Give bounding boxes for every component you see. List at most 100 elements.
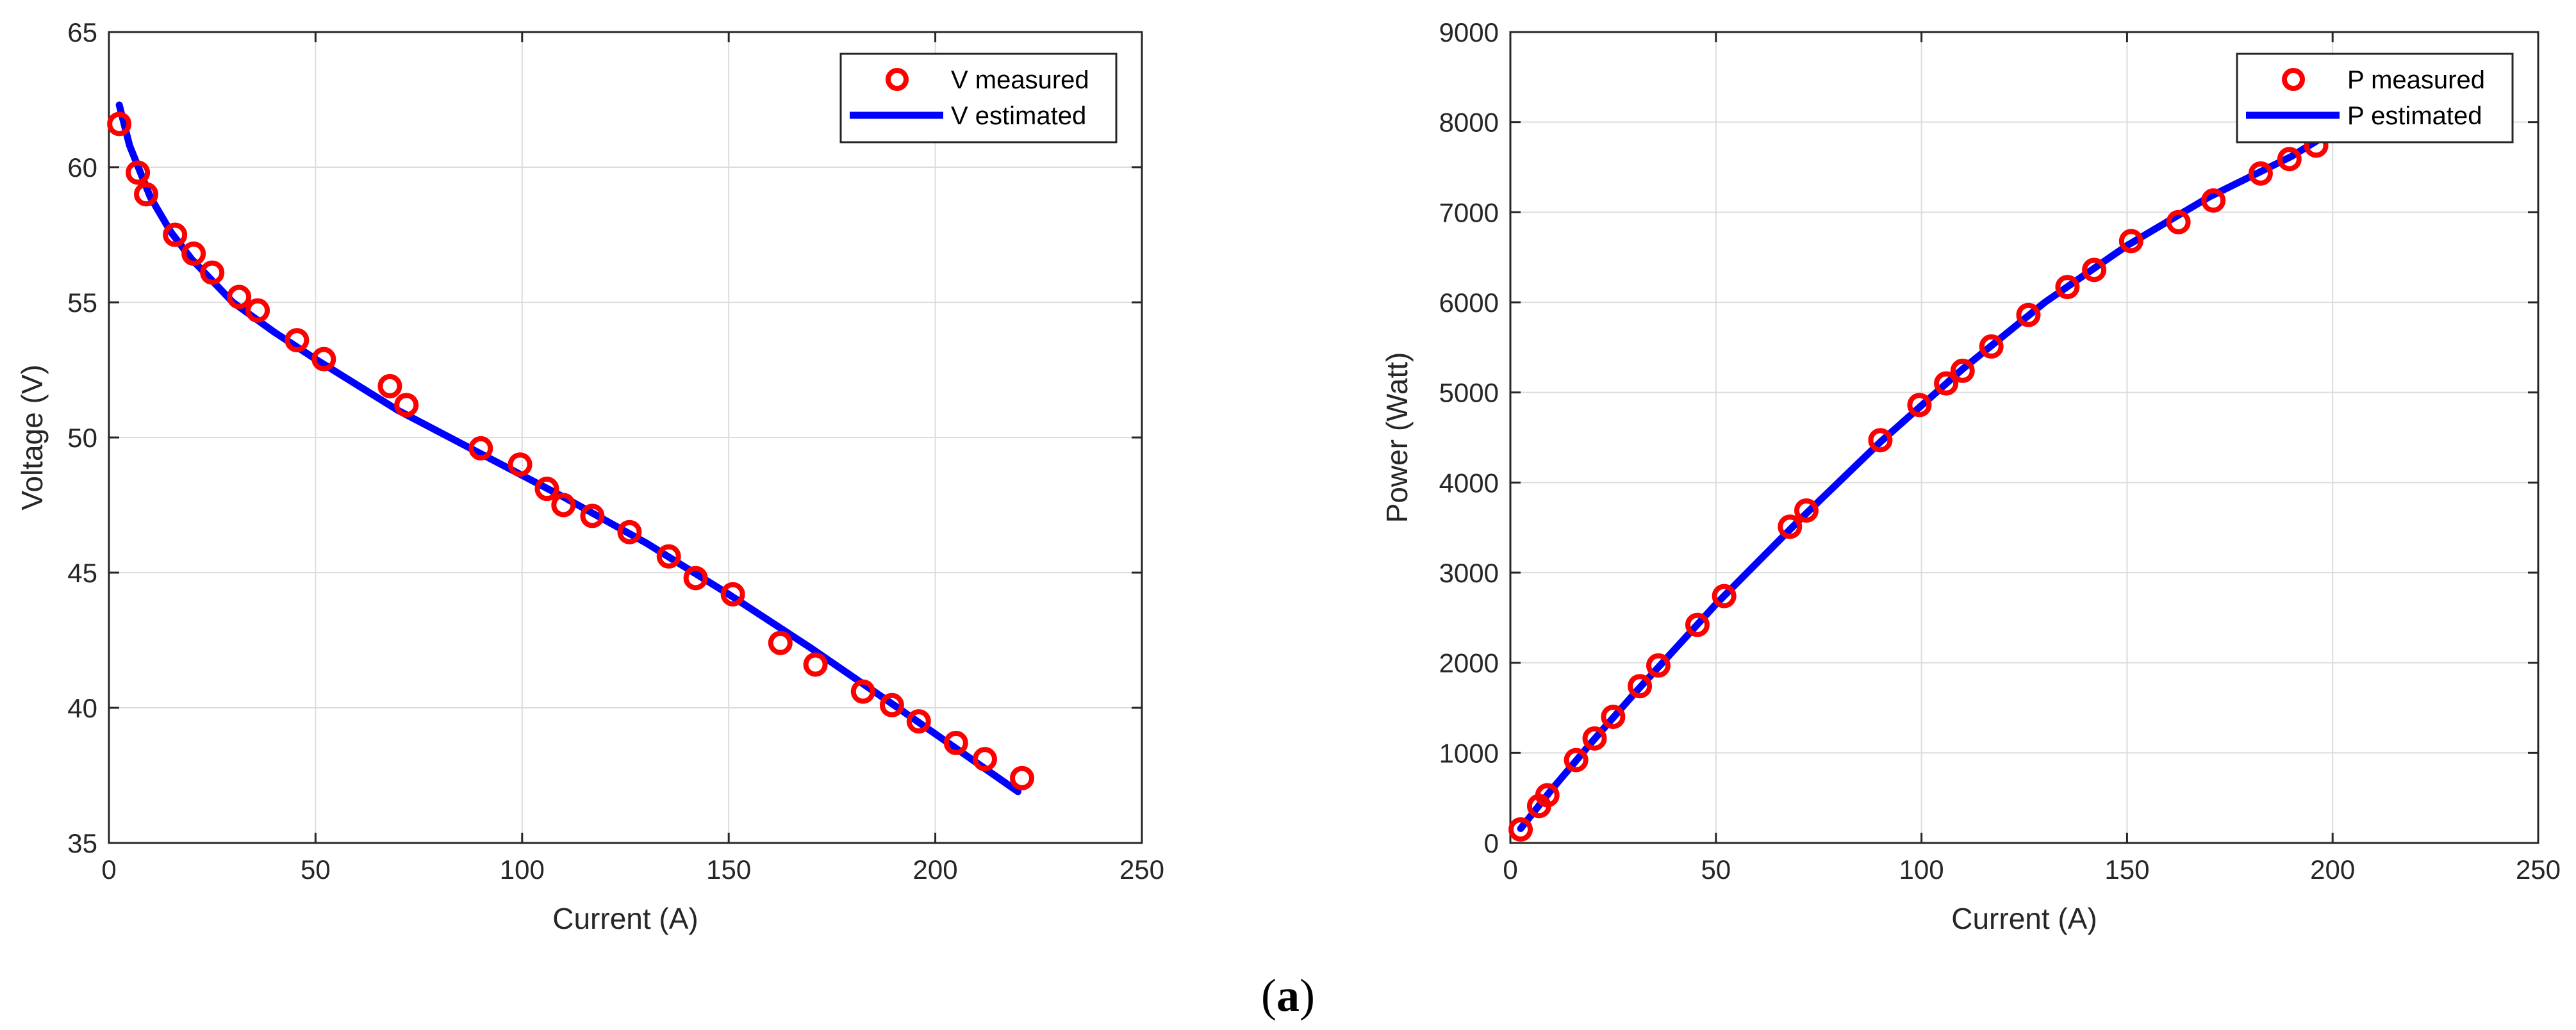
measured-point: [580, 503, 605, 528]
measured-point: [1868, 428, 1893, 453]
measured-point: [377, 373, 402, 398]
measured-point: [126, 160, 151, 185]
y-tick-label: 40: [67, 693, 97, 723]
measured-point: [1628, 674, 1653, 699]
measured-point: [1010, 765, 1035, 790]
measured-point: [2248, 161, 2273, 186]
caption-open-paren: (: [1261, 970, 1276, 1021]
y-tick-label: 3000: [1439, 558, 1499, 588]
axes-box: [1509, 31, 2539, 844]
legend-measured-marker: [2282, 68, 2305, 91]
y-tick-label: 45: [67, 558, 97, 588]
measured-point: [107, 111, 132, 136]
measured-point: [2118, 229, 2143, 254]
measured-point: [1794, 498, 1819, 523]
x-tick-label: 50: [301, 854, 331, 885]
measured-point: [163, 222, 188, 247]
measured-point: [1564, 748, 1589, 773]
voltage-current-chart: 0 50 100 150 200 250 35 40 45 50 55 60 65 Current (A)…: [15, 17, 1164, 935]
measured-point: [803, 652, 828, 677]
measured-point: [879, 692, 904, 717]
x-tick-label: 150: [2104, 854, 2149, 885]
measured-point: [850, 679, 875, 704]
x-tick-label: 200: [913, 854, 958, 885]
x-tick-label: 0: [1503, 854, 1517, 885]
y-tick-label: 9000: [1439, 17, 1499, 47]
x-axis-title: Current (A): [1951, 902, 2097, 935]
measured-point: [1934, 371, 1959, 396]
measured-point: [1582, 726, 1607, 751]
estimated-line: [1517, 127, 2336, 832]
measured-point: [181, 241, 206, 266]
measured-point: [134, 182, 159, 207]
measured-point: [2016, 302, 2041, 327]
measured-point: [311, 347, 336, 372]
measured-point: [972, 747, 997, 772]
y-tick-label: 55: [67, 288, 97, 318]
y-tick-label: 5000: [1439, 378, 1499, 408]
y-tick-label: 7000: [1439, 197, 1499, 227]
measured-point: [245, 298, 270, 323]
measured-point: [1685, 612, 1710, 637]
x-tick-label: 0: [101, 854, 116, 885]
x-tick-label: 50: [1701, 854, 1731, 885]
measured-point: [394, 393, 419, 418]
legend-measured-label: V measured: [951, 66, 1089, 94]
legend-estimated-label: V estimated: [951, 102, 1086, 130]
y-axis-title: Voltage (V): [15, 364, 49, 511]
measured-point: [508, 452, 533, 477]
x-tick-label: 100: [500, 854, 545, 885]
y-tick-label: 6000: [1439, 288, 1499, 318]
measured-point: [1778, 514, 1803, 539]
measured-point: [1712, 584, 1737, 609]
legend-box: [2236, 53, 2514, 143]
measured-point: [683, 566, 708, 591]
y-tick-label: 2000: [1439, 648, 1499, 678]
measured-point: [1535, 783, 1560, 808]
y-tick-label: 50: [67, 423, 97, 453]
measured-point: [200, 260, 225, 285]
measured-point: [1646, 653, 1671, 678]
measured-point: [2055, 275, 2080, 300]
y-tick-label: 8000: [1439, 108, 1499, 138]
y-tick-label: 4000: [1439, 468, 1499, 498]
y-tick-label: 1000: [1439, 738, 1499, 768]
measured-point: [768, 630, 793, 655]
figure-caption: (a): [1261, 970, 1315, 1021]
measured-point: [2082, 258, 2107, 282]
measured-point: [617, 519, 642, 544]
legend-box: [839, 53, 1118, 143]
x-tick-label: 100: [1899, 854, 1944, 885]
measured-point: [285, 328, 310, 353]
caption-close-paren: ): [1300, 970, 1315, 1021]
measured-point: [2277, 147, 2302, 172]
y-tick-label: 65: [67, 17, 97, 47]
measured-point: [1508, 817, 1533, 842]
measured-point: [2201, 188, 2226, 213]
plot-area: [1510, 32, 2538, 843]
caption-letter: a: [1276, 970, 1300, 1021]
measured-point: [227, 284, 252, 309]
power-current-chart: 0 50 100 150 200 250 0 1000 2000 3000 4000 5000 6000…: [1380, 17, 2561, 935]
measured-point: [720, 582, 745, 607]
measured-point: [656, 544, 681, 569]
measured-point: [468, 436, 493, 461]
measured-point: [943, 730, 968, 755]
x-tick-label: 150: [706, 854, 751, 885]
x-axis-title: Current (A): [552, 902, 698, 935]
measured-point: [551, 493, 576, 518]
x-tick-label: 250: [2516, 854, 2561, 885]
measured-point: [1907, 393, 1932, 418]
measured-point: [2166, 209, 2191, 234]
y-tick-label: 35: [67, 828, 97, 858]
measured-point: [1979, 334, 2004, 359]
y-tick-label: 60: [67, 152, 97, 183]
legend-estimated-label: P estimated: [2347, 102, 2482, 130]
measured-point: [906, 709, 931, 734]
measured-point: [1950, 358, 1975, 383]
y-tick-label: 0: [1484, 828, 1499, 858]
legend-measured-marker: [886, 68, 909, 91]
legend-measured-label: P measured: [2347, 66, 2485, 94]
y-axis-title: Power (Watt): [1380, 352, 1414, 523]
